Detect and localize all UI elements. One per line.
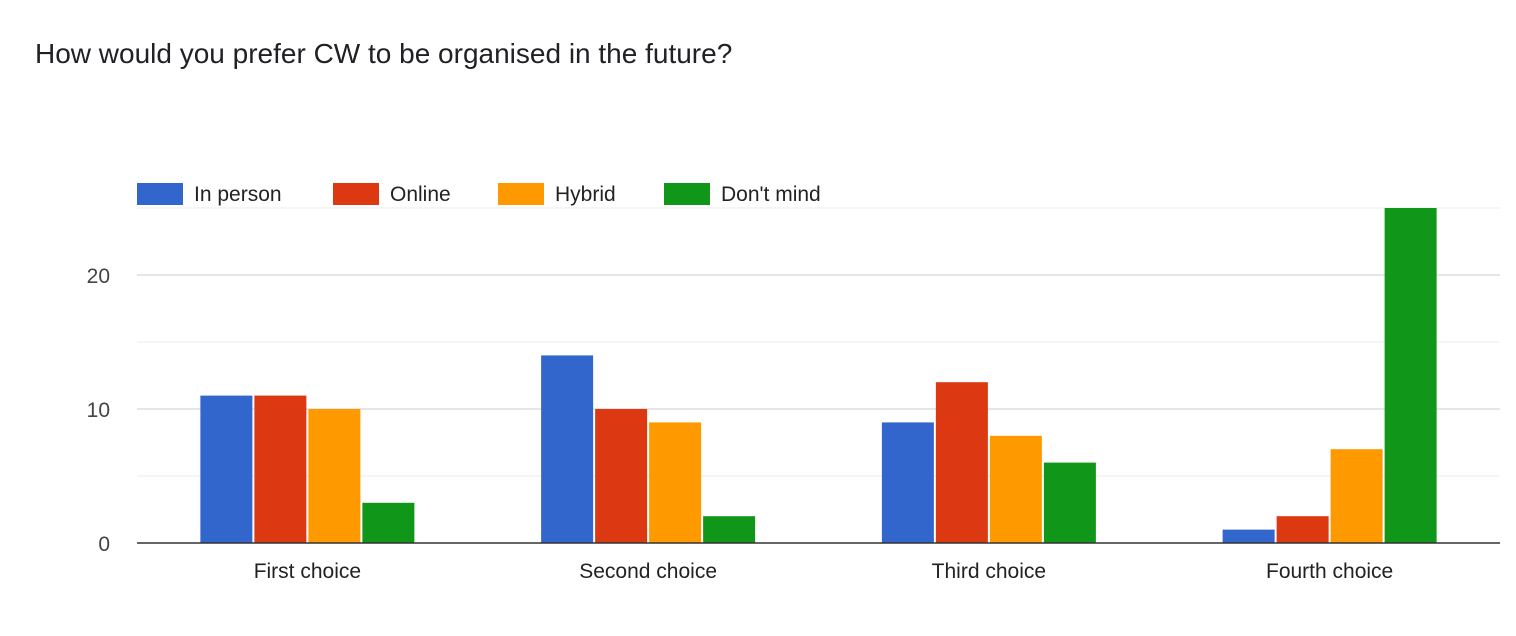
x-tick-label: Third choice [932, 560, 1046, 583]
y-tick-label: 0 [98, 533, 110, 556]
bar-in-person [200, 395, 253, 543]
x-tick-label: Second choice [579, 560, 717, 583]
bar-in-person [1222, 529, 1275, 543]
bar-don-t-mind [1384, 208, 1437, 543]
bar-hybrid [649, 422, 702, 543]
legend-swatch [333, 183, 379, 205]
legend-label: In person [194, 183, 282, 206]
x-tick-label: First choice [254, 560, 361, 583]
bar-online [595, 409, 648, 543]
legend-label: Don't mind [721, 183, 821, 206]
legend-label: Online [390, 183, 451, 206]
gridlines [137, 207, 1500, 477]
bar-don-t-mind [703, 516, 756, 543]
y-tick-label: 10 [87, 399, 110, 422]
chart-title: How would you prefer CW to be organised … [35, 38, 733, 69]
legend-swatch [137, 183, 183, 205]
bar-don-t-mind [362, 502, 415, 543]
legend-swatch [498, 183, 544, 205]
legend-label: Hybrid [555, 183, 616, 206]
bar-online [254, 395, 307, 543]
bar-in-person [541, 355, 594, 543]
bar-don-t-mind [1043, 462, 1096, 543]
bar-hybrid [308, 409, 361, 543]
legend-swatch [664, 183, 710, 205]
bar-hybrid [989, 435, 1042, 543]
legend: In person Online Hybrid Don't mind [137, 183, 821, 206]
y-tick-label: 20 [87, 265, 110, 288]
bar-hybrid [1330, 449, 1383, 543]
bars [200, 208, 1437, 543]
x-tick-label: Fourth choice [1266, 560, 1393, 583]
bar-online [935, 382, 988, 543]
bar-online [1276, 516, 1329, 543]
axes: 0 10 20 First choice Second choice Third choi… [87, 265, 1500, 583]
bar-in-person [881, 422, 934, 543]
